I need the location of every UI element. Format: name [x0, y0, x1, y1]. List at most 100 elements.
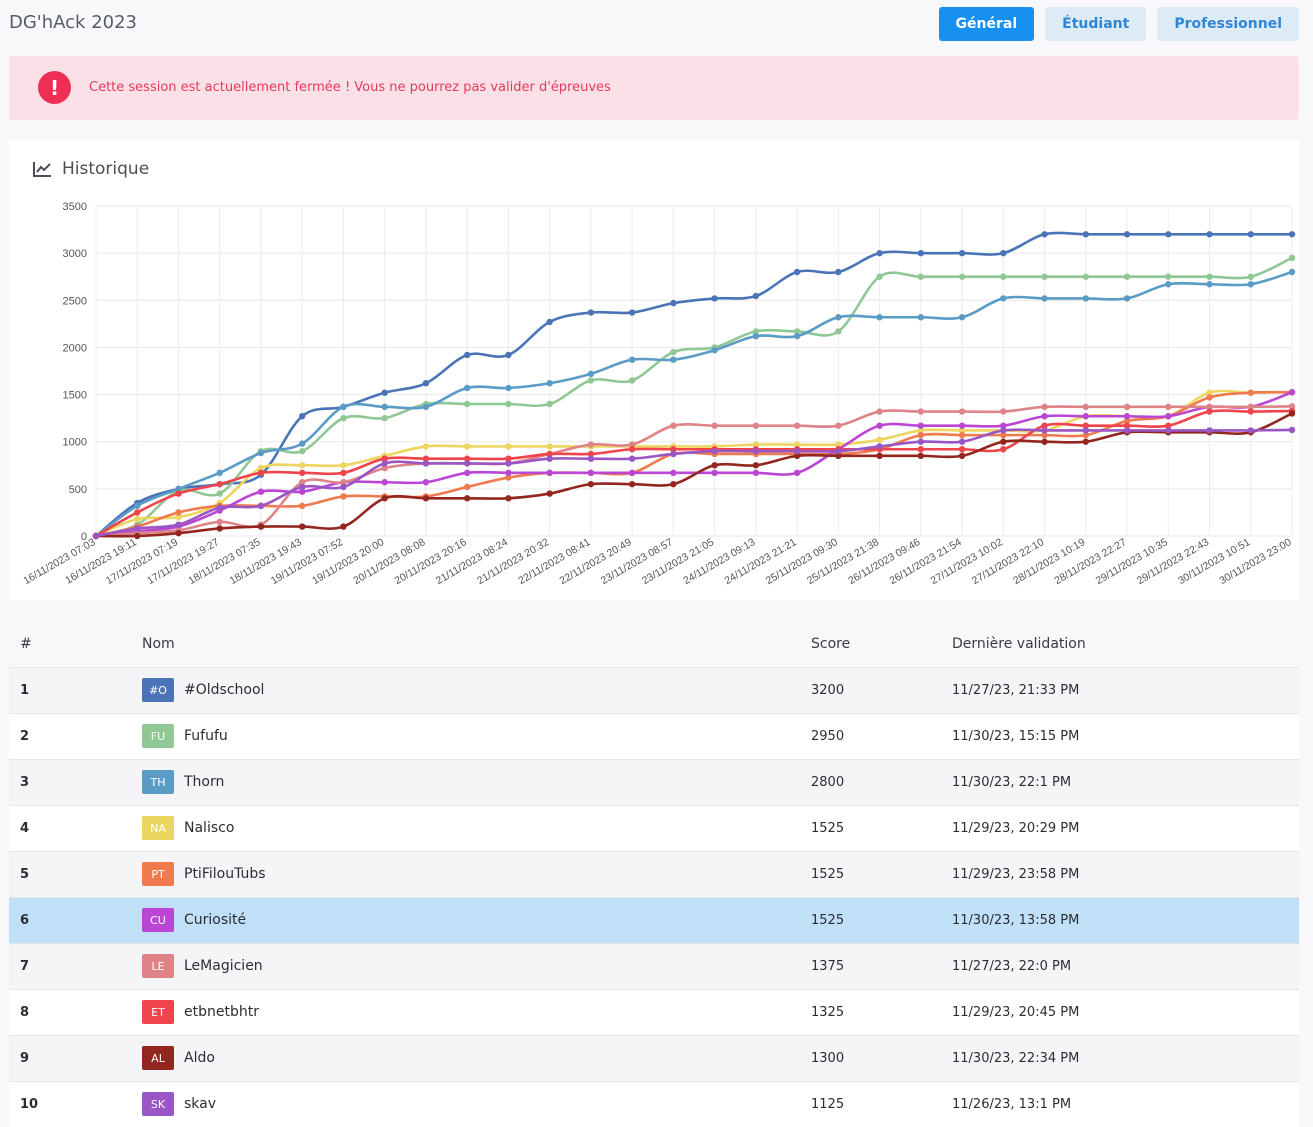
data-point[interactable]: [505, 351, 512, 359]
data-point[interactable]: [793, 328, 801, 335]
row-team[interactable]: CU Curiosité: [142, 908, 246, 932]
data-point[interactable]: [628, 469, 636, 477]
data-point[interactable]: [958, 408, 966, 415]
data-point[interactable]: [628, 446, 636, 453]
data-point[interactable]: [670, 299, 677, 307]
data-point[interactable]: [628, 356, 636, 363]
data-point[interactable]: [463, 495, 471, 502]
data-point[interactable]: [299, 523, 306, 530]
data-point[interactable]: [752, 462, 760, 469]
data-point[interactable]: [299, 440, 306, 447]
data-point[interactable]: [711, 462, 718, 469]
data-point[interactable]: [587, 370, 595, 378]
data-point[interactable]: [1206, 231, 1213, 238]
table-row[interactable]: 9 AL Aldo 1300 11/30/23, 22:34 PM: [9, 1036, 1299, 1082]
data-point[interactable]: [1165, 403, 1172, 411]
data-point[interactable]: [752, 447, 760, 455]
data-point[interactable]: [587, 480, 595, 488]
data-point[interactable]: [422, 455, 430, 462]
data-point[interactable]: [1247, 273, 1254, 280]
row-team[interactable]: SK skav: [142, 1092, 216, 1116]
data-point[interactable]: [299, 502, 306, 510]
data-point[interactable]: [1082, 273, 1089, 280]
data-point[interactable]: [299, 462, 306, 469]
data-point[interactable]: [1247, 389, 1254, 396]
data-point[interactable]: [134, 515, 141, 523]
data-point[interactable]: [628, 455, 636, 462]
data-point[interactable]: [463, 351, 471, 359]
data-point[interactable]: [958, 314, 966, 321]
table-row[interactable]: 10 SK skav 1125 11/26/23, 13:1 PM: [9, 1082, 1299, 1127]
data-point[interactable]: [1123, 273, 1131, 280]
data-point[interactable]: [958, 438, 966, 445]
data-point[interactable]: [1041, 422, 1048, 429]
table-row[interactable]: 4 NA Nalisco 1525 11/29/23, 20:29 PM: [9, 806, 1299, 852]
data-point[interactable]: [134, 532, 141, 540]
data-point[interactable]: [752, 292, 760, 300]
data-point[interactable]: [958, 422, 966, 429]
data-point[interactable]: [463, 384, 471, 392]
data-point[interactable]: [381, 414, 388, 422]
data-point[interactable]: [1123, 417, 1131, 425]
data-point[interactable]: [546, 490, 553, 497]
data-point[interactable]: [299, 488, 306, 495]
data-point[interactable]: [876, 422, 883, 429]
data-point[interactable]: [1247, 231, 1254, 238]
data-point[interactable]: [876, 314, 883, 321]
data-point[interactable]: [422, 460, 430, 467]
data-point[interactable]: [546, 450, 553, 458]
data-point[interactable]: [299, 469, 306, 477]
data-point[interactable]: [587, 469, 595, 477]
data-point[interactable]: [917, 427, 925, 434]
data-point[interactable]: [876, 408, 883, 415]
data-point[interactable]: [505, 495, 512, 502]
data-point[interactable]: [381, 389, 388, 396]
data-point[interactable]: [1288, 410, 1296, 417]
data-point[interactable]: [752, 422, 760, 429]
data-point[interactable]: [1082, 431, 1089, 439]
data-point[interactable]: [917, 408, 925, 415]
data-point[interactable]: [216, 525, 223, 532]
data-point[interactable]: [505, 469, 512, 477]
data-point[interactable]: [670, 348, 677, 356]
data-point[interactable]: [463, 483, 471, 491]
data-point[interactable]: [1041, 231, 1048, 238]
data-point[interactable]: [216, 504, 223, 511]
data-point[interactable]: [216, 480, 223, 488]
data-point[interactable]: [216, 518, 223, 526]
data-point[interactable]: [1247, 281, 1254, 288]
row-team[interactable]: LE LeMagicien: [142, 954, 263, 978]
data-point[interactable]: [257, 523, 265, 530]
data-point[interactable]: [917, 249, 925, 257]
row-team[interactable]: ET etbnetbhtr: [142, 1000, 259, 1024]
data-point[interactable]: [422, 495, 430, 502]
data-point[interactable]: [752, 469, 760, 477]
data-point[interactable]: [1206, 281, 1213, 288]
data-point[interactable]: [1000, 422, 1007, 429]
data-point[interactable]: [876, 273, 883, 280]
data-point[interactable]: [1082, 427, 1089, 434]
data-point[interactable]: [835, 452, 842, 460]
data-point[interactable]: [876, 249, 883, 257]
data-point[interactable]: [835, 447, 842, 455]
data-point[interactable]: [1206, 427, 1213, 434]
data-point[interactable]: [546, 443, 553, 450]
data-point[interactable]: [1165, 281, 1172, 288]
data-point[interactable]: [793, 268, 801, 276]
data-point[interactable]: [257, 469, 265, 477]
data-point[interactable]: [1082, 438, 1089, 445]
tab-general[interactable]: Général: [938, 7, 1035, 41]
data-point[interactable]: [1041, 438, 1048, 445]
data-point[interactable]: [1082, 422, 1089, 429]
data-point[interactable]: [793, 452, 801, 460]
data-point[interactable]: [876, 443, 883, 450]
data-point[interactable]: [752, 441, 760, 448]
data-point[interactable]: [257, 502, 265, 510]
data-point[interactable]: [1165, 422, 1172, 429]
data-point[interactable]: [1123, 295, 1131, 302]
data-point[interactable]: [1041, 273, 1048, 280]
data-point[interactable]: [340, 403, 347, 411]
data-point[interactable]: [505, 474, 512, 481]
row-team[interactable]: #O #Oldschool: [142, 678, 264, 702]
data-point[interactable]: [793, 332, 801, 340]
